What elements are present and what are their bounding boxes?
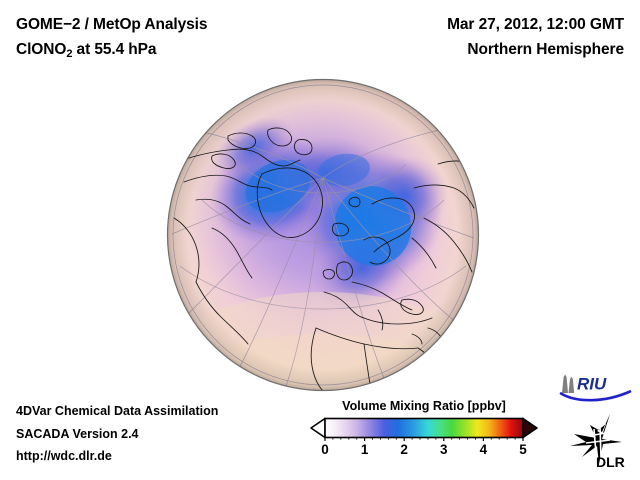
pressure-level: at 55.4 hPa (72, 41, 157, 58)
colorbar-minor-ticks (332, 437, 516, 440)
species-subscript: 2 (66, 48, 73, 60)
version-label: SACADA Version 2.4 (16, 426, 139, 441)
colorbar-tick-5: 5 (519, 442, 527, 457)
colorbar: Volume Mixing Ratio [ppbv] (307, 399, 541, 462)
colorbar-title: Volume Mixing Ratio [ppbv] (342, 399, 506, 413)
colorbar-cap-left (310, 417, 326, 439)
dlr-facet-lines (585, 425, 611, 459)
colorbar-cap-right (522, 417, 538, 439)
colorbar-gradient (324, 417, 524, 439)
colorbar-tick-4: 4 (479, 442, 488, 457)
method-label: 4DVar Chemical Data Assimilation (16, 404, 219, 418)
globe-limb-shading (167, 79, 479, 391)
colorbar-scale (310, 417, 538, 441)
riu-tower-icon (562, 374, 575, 393)
colorbar-tick-2: 2 (400, 442, 408, 457)
riu-swoosh-icon (559, 390, 632, 402)
hemisphere-label: Northern Hemisphere (467, 41, 624, 58)
header-left: GOME−2 / MetOp Analysis ClONO2 at 55.4 h… (16, 12, 316, 64)
colorbar-ticks (324, 437, 524, 441)
globe-field (167, 79, 479, 391)
species-name: ClONO (16, 41, 67, 58)
riu-wordmark: RIU (577, 375, 607, 394)
dlr-pinwheel-icon (570, 414, 622, 464)
species-pressure-label: ClONO2 at 55.4 hPa (16, 37, 316, 64)
footer-left: 4DVar Chemical Data Assimilation SACADA … (16, 400, 218, 468)
globe-limb-outline (166, 78, 480, 392)
dlr-logo: DLR (570, 414, 625, 470)
timestamp-label: Mar 27, 2012, 12:00 GMT (447, 16, 624, 33)
colorbar-tick-3: 3 (440, 442, 448, 457)
colorbar-tick-labels: 0 1 2 3 4 5 (307, 442, 541, 462)
globe-map (166, 78, 480, 392)
website-url[interactable]: http://wdc.dlr.de (16, 449, 112, 463)
header-right: Mar 27, 2012, 12:00 GMT Northern Hemisph… (324, 12, 624, 62)
riu-logo: RIU (559, 374, 632, 402)
analysis-title: GOME−2 / MetOp Analysis (16, 16, 208, 33)
dlr-wordmark: DLR (596, 454, 625, 470)
colorbar-tick-0: 0 (321, 442, 329, 457)
colorbar-tick-1: 1 (360, 442, 369, 457)
